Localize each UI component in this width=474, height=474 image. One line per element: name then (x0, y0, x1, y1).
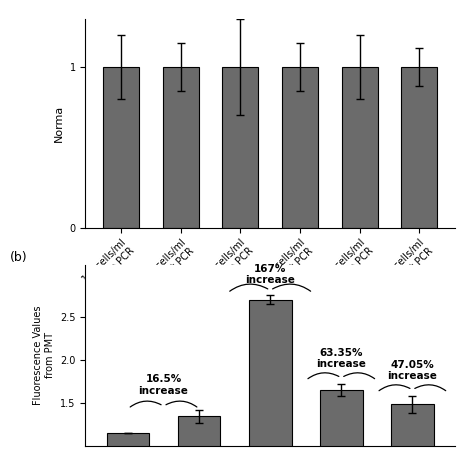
Bar (222, 67, 258, 228)
Bar (163, 67, 199, 228)
Text: 167%
increase: 167% increase (245, 264, 295, 285)
Bar (107, 433, 149, 474)
Bar (320, 390, 363, 474)
Bar (178, 416, 220, 474)
Y-axis label: Fluorescence Values
from PMT: Fluorescence Values from PMT (33, 306, 55, 405)
Bar (401, 67, 437, 228)
Y-axis label: Norma: Norma (54, 105, 64, 142)
Bar (103, 67, 139, 228)
Text: 16.5%
increase: 16.5% increase (138, 374, 189, 396)
Text: 63.35%
increase: 63.35% increase (316, 347, 366, 369)
Bar (342, 67, 377, 228)
Bar (249, 300, 292, 474)
Text: 47.05%
increase: 47.05% increase (387, 360, 438, 381)
Bar (391, 404, 434, 474)
Text: (b): (b) (9, 251, 27, 264)
Bar (282, 67, 318, 228)
